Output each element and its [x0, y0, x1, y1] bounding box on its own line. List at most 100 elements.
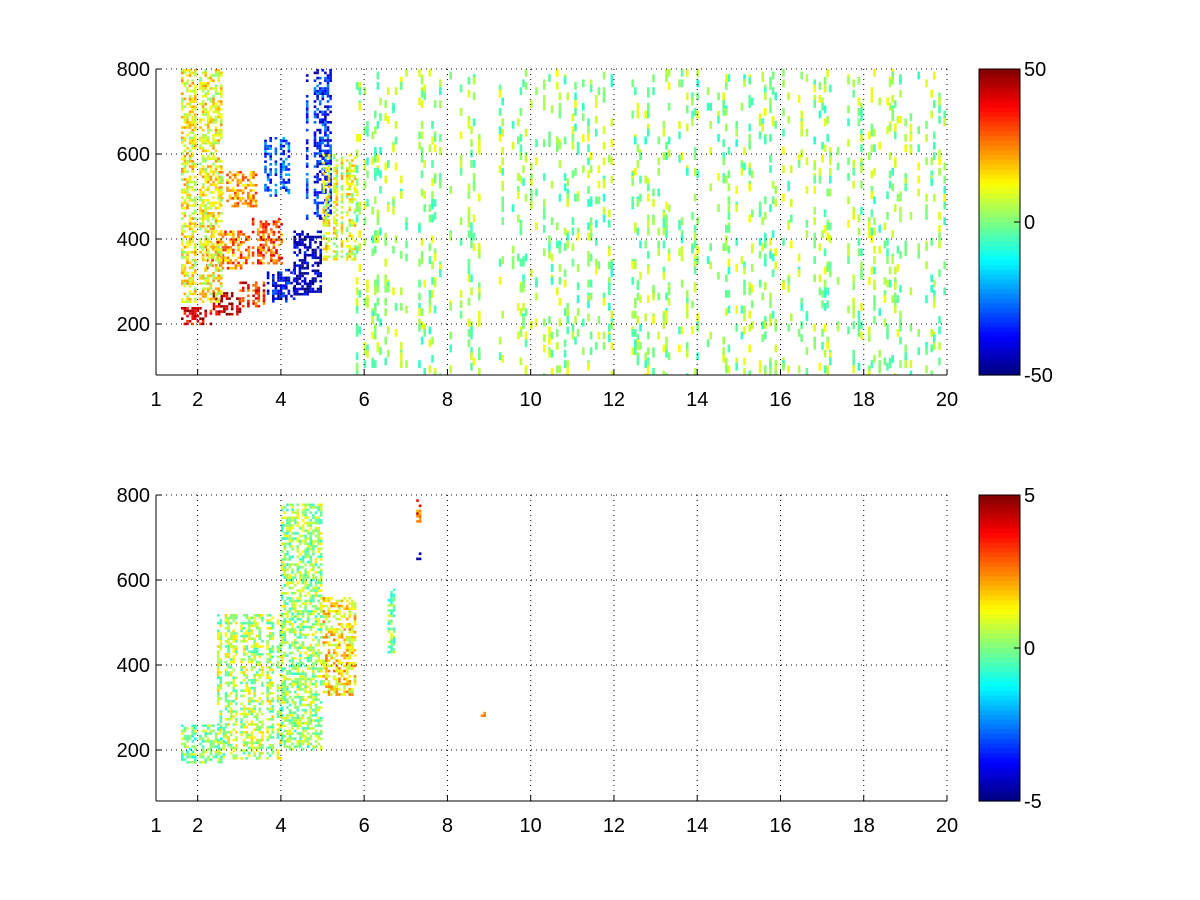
heatmap-cell — [316, 69, 319, 72]
heatmap-cell — [306, 591, 310, 595]
heatmap-cell — [405, 240, 408, 249]
heatmap-cell — [181, 115, 184, 119]
heatmap-cell — [423, 84, 426, 93]
heatmap-cell — [318, 191, 322, 194]
heatmap-cell — [467, 183, 471, 192]
heatmap-cell — [326, 149, 330, 153]
heatmap-cell — [296, 513, 300, 517]
heatmap-cell — [194, 128, 197, 132]
heatmap-cell — [576, 232, 580, 241]
heatmap-cell — [214, 269, 218, 272]
heatmap-cell — [227, 619, 230, 622]
heatmap-cell — [280, 529, 284, 533]
heatmap-cell — [296, 532, 300, 535]
heatmap-cell — [227, 741, 230, 744]
heatmap-cell — [314, 251, 317, 254]
heatmap-cell — [201, 186, 205, 189]
heatmap-cell — [301, 675, 305, 678]
heatmap-cell — [366, 349, 369, 358]
heatmap-cell — [891, 108, 894, 116]
x-tick-label: 12 — [603, 389, 625, 411]
heatmap-cell — [287, 173, 291, 176]
heatmap-cell — [191, 264, 194, 267]
heatmap-cell — [209, 105, 213, 108]
heatmap-cell — [186, 102, 189, 106]
heatmap-cell — [327, 219, 331, 222]
heatmap-cell — [280, 706, 284, 709]
heatmap-cell — [740, 167, 744, 176]
heatmap-cell — [657, 331, 660, 340]
heatmap-cell — [327, 177, 331, 180]
heatmap-cell — [216, 671, 220, 674]
heatmap-cell — [319, 259, 322, 262]
heatmap-cell — [209, 214, 213, 218]
heatmap-cell — [235, 684, 238, 687]
heatmap-cell — [252, 294, 255, 298]
heatmap-cell — [735, 238, 738, 246]
heatmap-cell — [266, 746, 269, 750]
heatmap-cell — [309, 287, 312, 291]
heatmap-cell — [282, 294, 285, 298]
heatmap-cell — [322, 237, 326, 240]
heatmap-cell — [217, 258, 220, 262]
heatmap-cell — [351, 182, 354, 186]
heatmap-cell — [348, 187, 352, 191]
heatmap-cell — [188, 760, 192, 764]
heatmap-cell — [194, 183, 197, 186]
heatmap-cell — [221, 171, 224, 174]
heatmap-cell — [296, 610, 300, 613]
heatmap-cell — [311, 290, 315, 293]
heatmap-cell — [374, 308, 377, 316]
heatmap-cell — [431, 355, 434, 363]
heatmap-cell — [245, 653, 249, 656]
heatmap-cell — [288, 690, 292, 694]
heatmap-cell — [239, 266, 243, 270]
heatmap-cell — [470, 347, 473, 355]
heatmap-cell — [722, 243, 725, 251]
colorbar-step — [979, 178, 1020, 185]
heatmap-cell — [327, 247, 331, 251]
heatmap-cell — [305, 149, 309, 153]
heatmap-cell — [191, 279, 194, 283]
heatmap-cell — [258, 741, 262, 744]
heatmap-cell — [191, 118, 194, 121]
heatmap-cell — [303, 259, 307, 262]
heatmap-cell — [201, 760, 205, 764]
heatmap-cell — [212, 95, 215, 98]
heatmap-cell — [270, 259, 273, 262]
heatmap-cell — [909, 212, 913, 220]
heatmap-cell — [301, 602, 305, 605]
heatmap-cell — [288, 740, 292, 743]
heatmap-cell — [212, 97, 215, 101]
heatmap-cell — [225, 307, 229, 311]
heatmap-cell — [287, 181, 291, 184]
heatmap-cell — [230, 294, 234, 298]
heatmap-cell — [242, 707, 246, 711]
heatmap-cell — [280, 724, 284, 728]
heatmap-cell — [459, 84, 463, 93]
heatmap-cell — [313, 110, 317, 114]
heatmap-cell — [930, 329, 933, 337]
heatmap-cell — [286, 641, 289, 644]
heatmap-cell — [353, 169, 357, 173]
heatmap-cell — [275, 220, 278, 223]
heatmap-cell — [823, 323, 827, 332]
heatmap-cell — [326, 82, 330, 85]
heatmap-cell — [288, 573, 292, 577]
heatmap-cell — [188, 734, 192, 738]
heatmap-cell — [304, 584, 307, 587]
heatmap-cell — [279, 728, 282, 731]
heatmap-cell — [313, 193, 317, 197]
heatmap-cell — [301, 519, 305, 522]
heatmap-cell — [293, 716, 297, 720]
heatmap-cell — [247, 289, 250, 292]
heatmap-cell — [304, 711, 307, 715]
heatmap-cell — [194, 74, 197, 77]
heatmap-cell — [740, 256, 744, 264]
heatmap-cell — [229, 699, 233, 703]
heatmap-cell — [271, 749, 275, 752]
heatmap-cell — [224, 697, 228, 700]
heatmap-cell — [252, 189, 255, 192]
heatmap-cell — [217, 128, 220, 132]
heatmap-cell — [329, 160, 332, 163]
